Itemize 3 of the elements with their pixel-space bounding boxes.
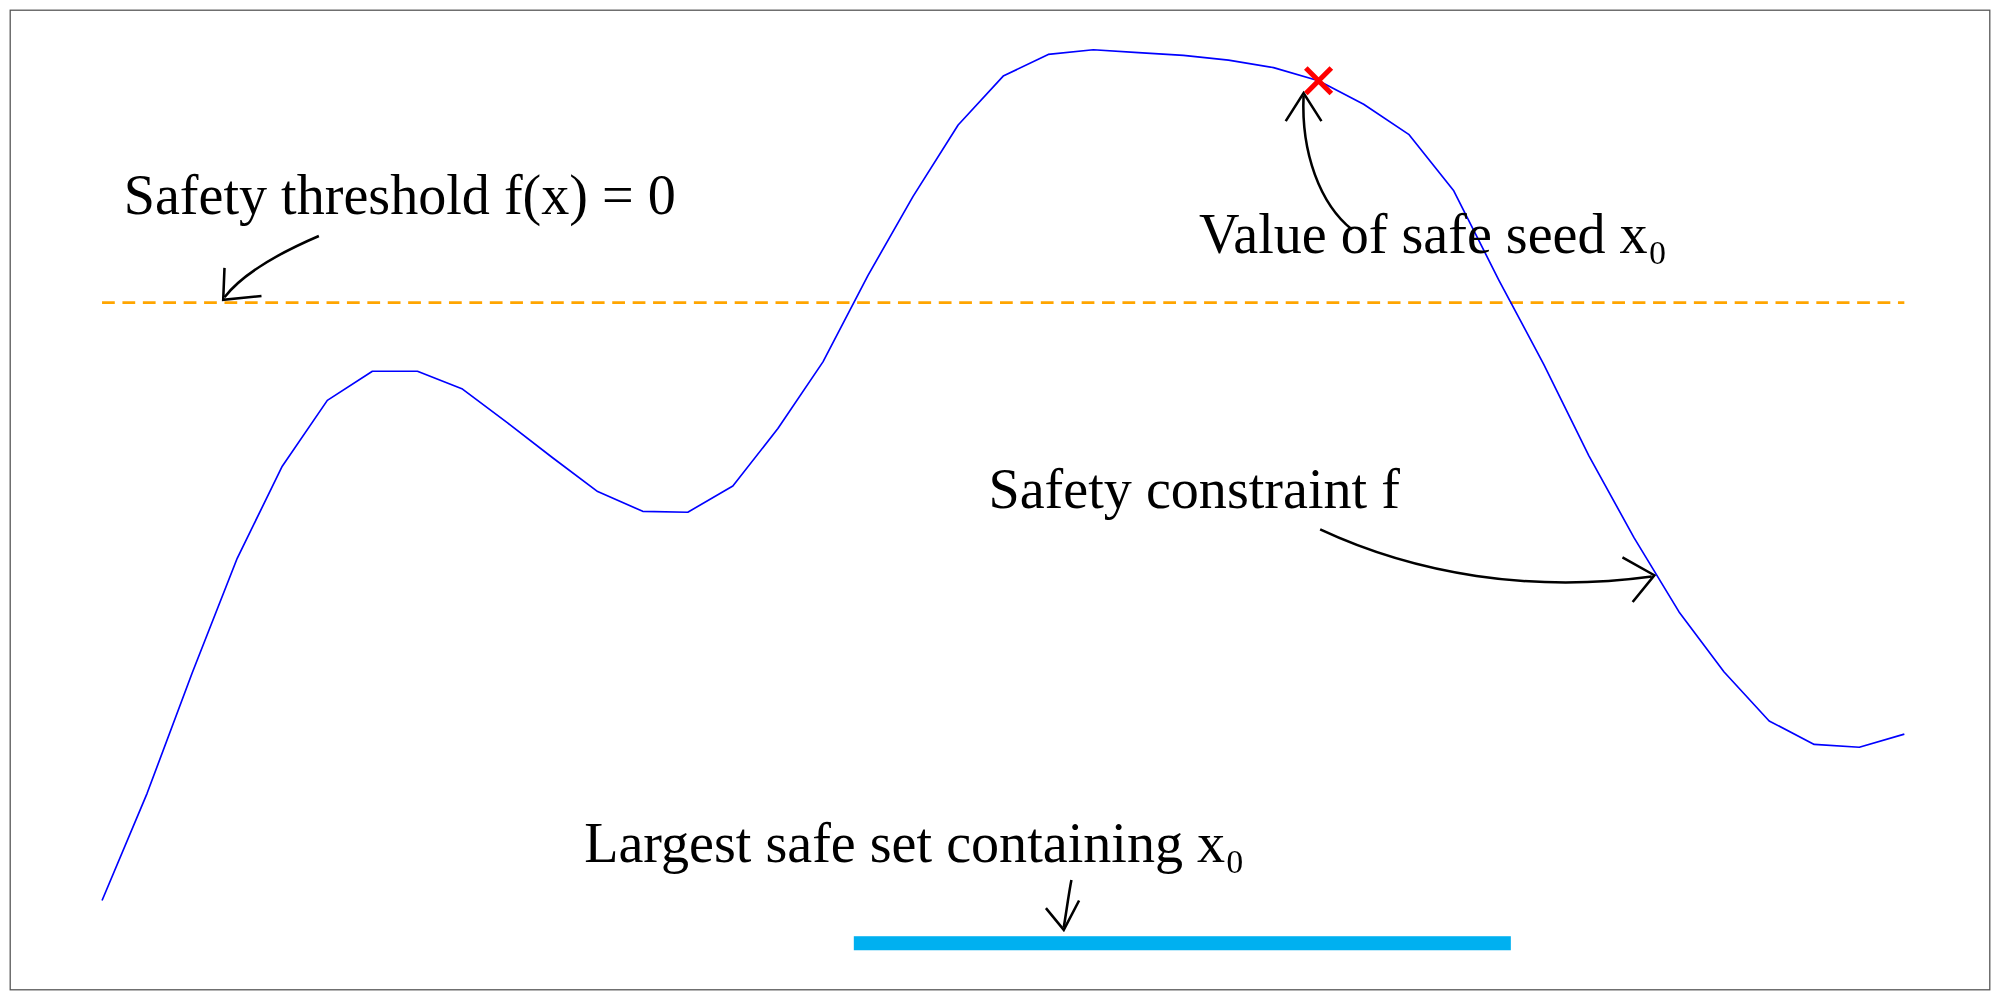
annotation: Safety threshold f(x) = 0	[123, 164, 676, 228]
annotation: Largest safe set containing x₀	[584, 812, 1245, 875]
annotation: Safety constraint f	[988, 457, 1401, 520]
